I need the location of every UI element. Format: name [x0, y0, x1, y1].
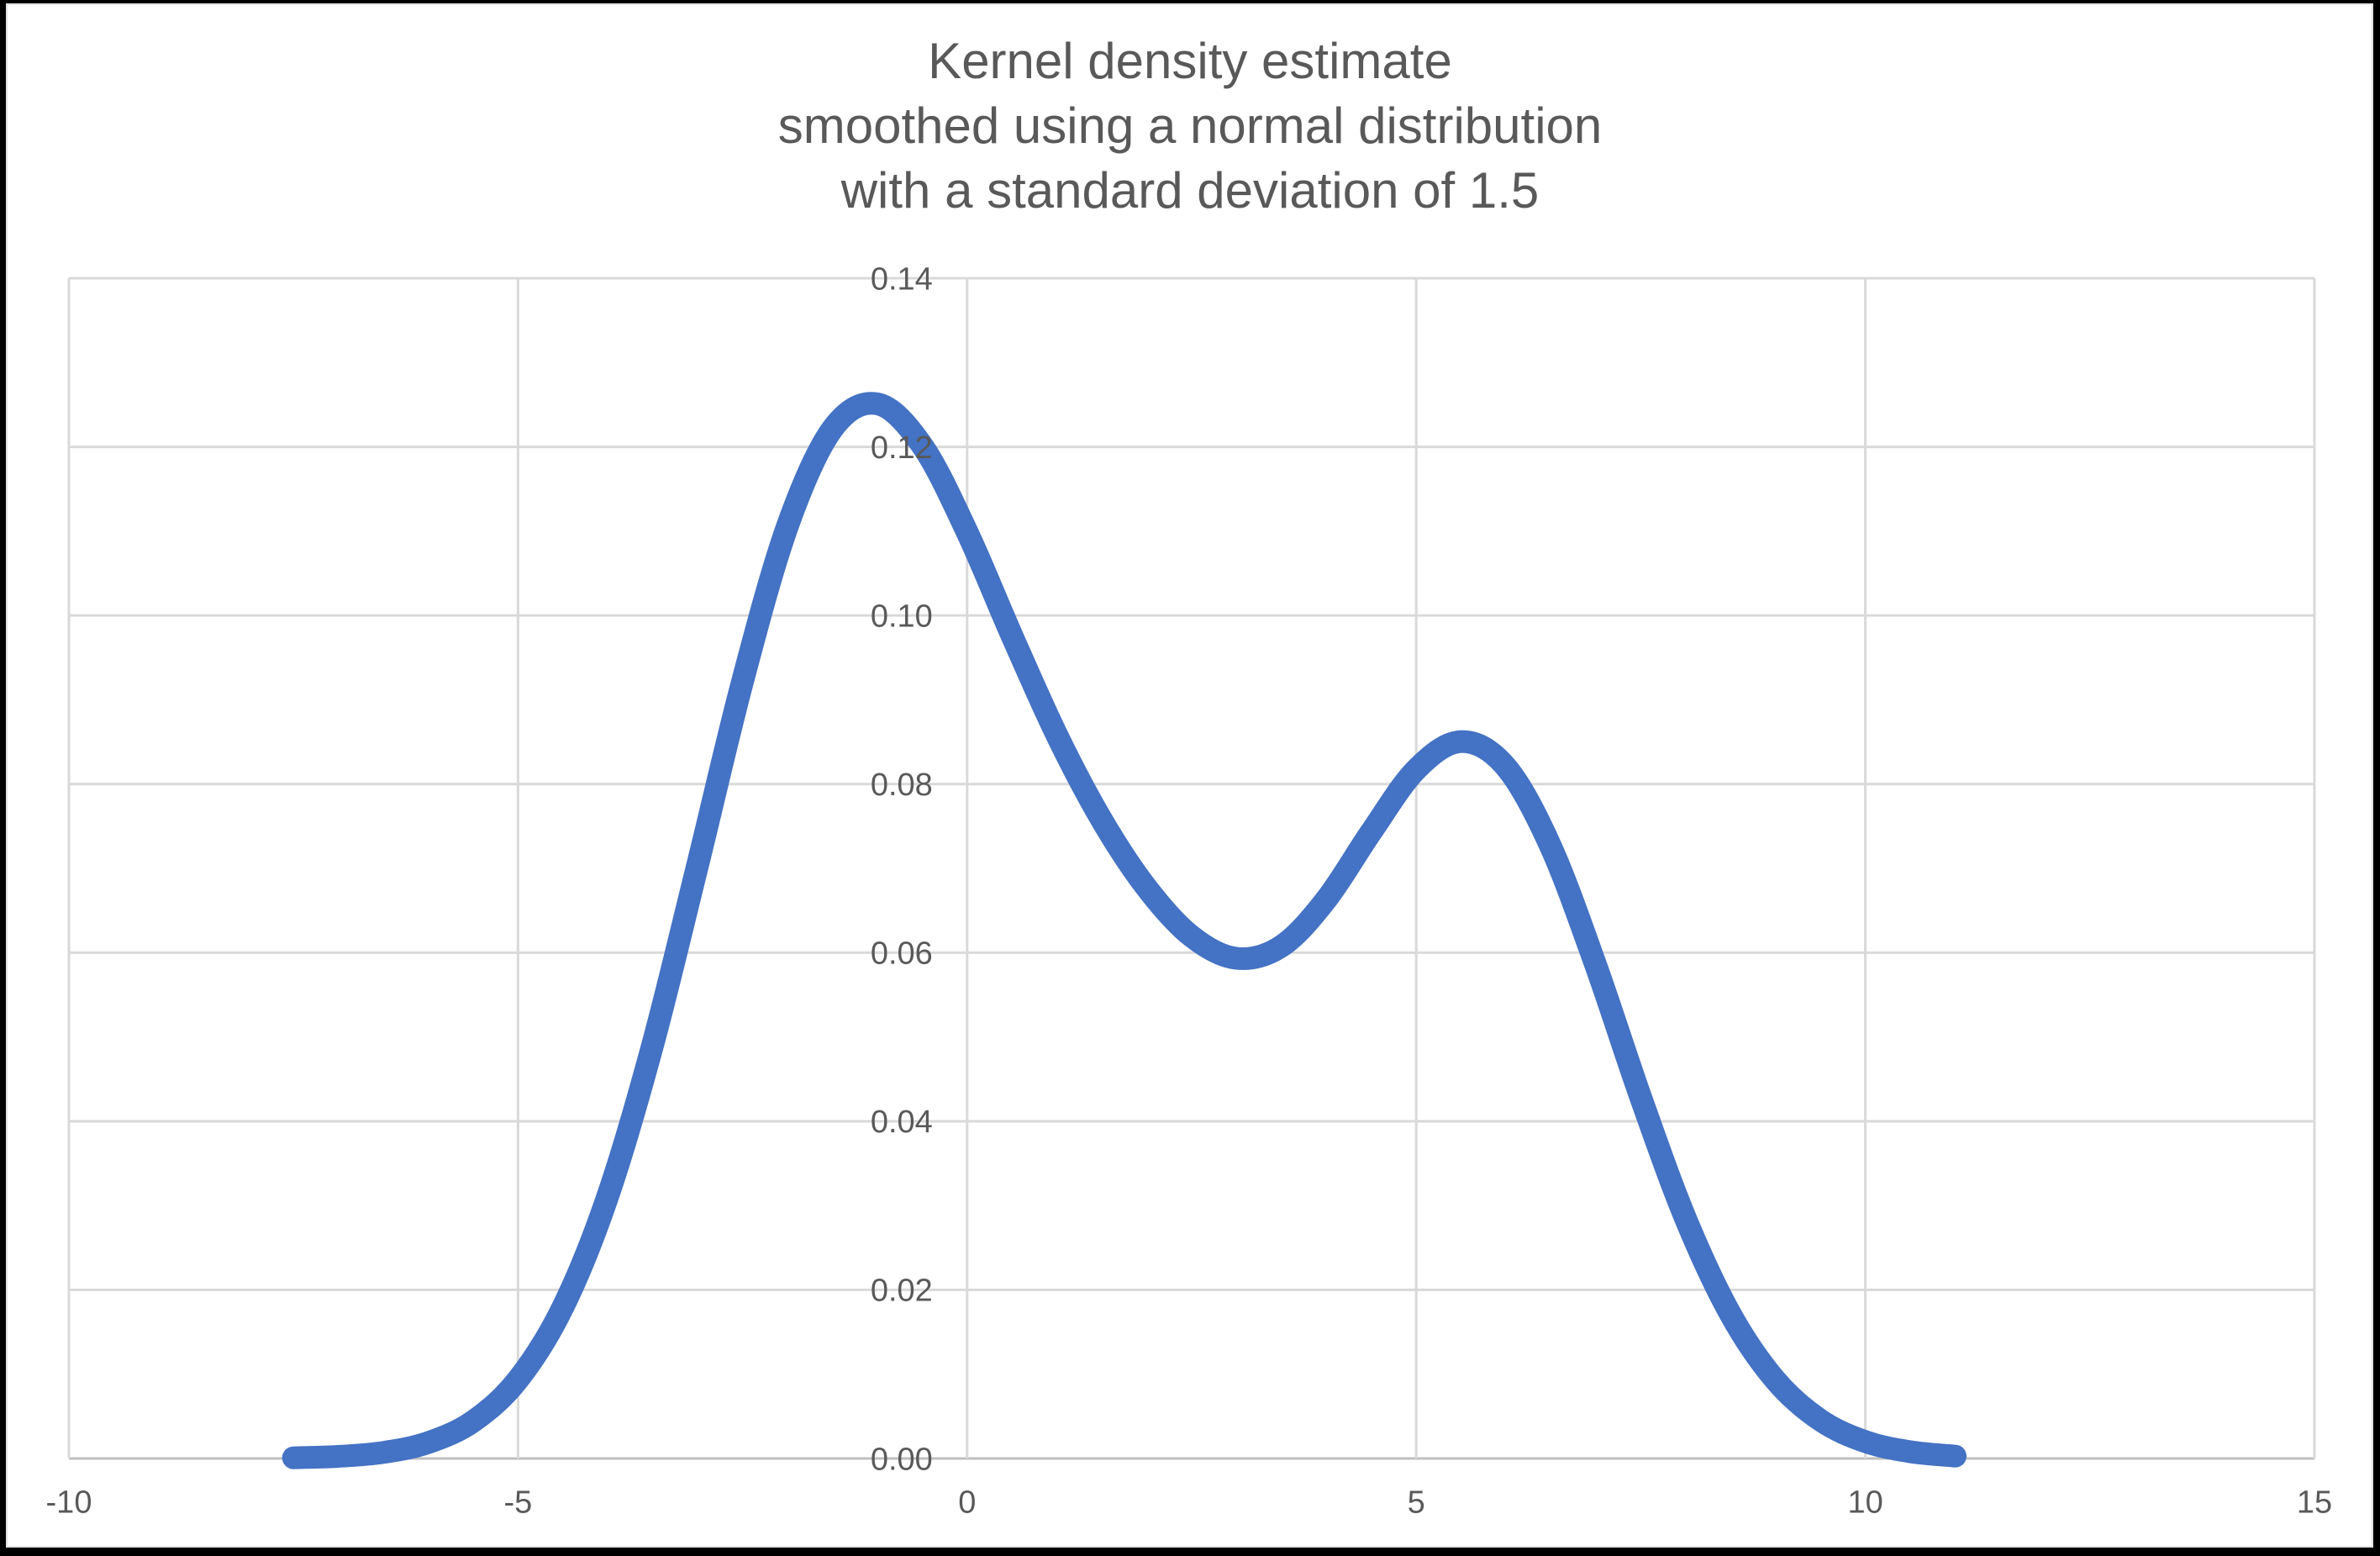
chart-title-line-3: with a standard deviation of 1.5	[840, 162, 1540, 219]
y-axis-tick-label: 0.14	[871, 261, 933, 297]
x-axis-tick-label: 15	[2297, 1485, 2332, 1520]
chart-title-line-1: Kernel density estimate	[928, 33, 1452, 89]
y-axis-tick-label: 0.10	[871, 599, 933, 634]
chart-title-line-2: smoothed using a normal distribution	[777, 98, 1603, 154]
x-axis-tick-label: -5	[504, 1485, 533, 1520]
y-axis-tick-label: 0.12	[871, 430, 933, 466]
axis-tick-labels: 0.00 0.02 0.04 0.06 0.08 0.10 0.12 0.14 -10 -5 0 5 1…	[46, 261, 2333, 1520]
y-axis-tick-label: 0.00	[871, 1442, 933, 1477]
kde-curve	[282, 392, 1967, 1469]
y-axis-tick-label: 0.06	[871, 936, 933, 972]
x-axis-tick-label: 0	[958, 1485, 976, 1520]
y-axis-tick-label: 0.08	[871, 767, 933, 803]
chart-title: Kernel density estimate smoothed using a…	[0, 29, 2380, 223]
x-axis-tick-label: 10	[1847, 1485, 1882, 1520]
x-axis-tick-label: -10	[46, 1485, 92, 1520]
x-axis-tick-label: 5	[1408, 1485, 1425, 1520]
y-axis-tick-label: 0.02	[871, 1274, 933, 1309]
gridlines	[67, 277, 2316, 1460]
kde-curve-layer	[282, 392, 1967, 1469]
y-axis-tick-label: 0.04	[871, 1105, 933, 1140]
